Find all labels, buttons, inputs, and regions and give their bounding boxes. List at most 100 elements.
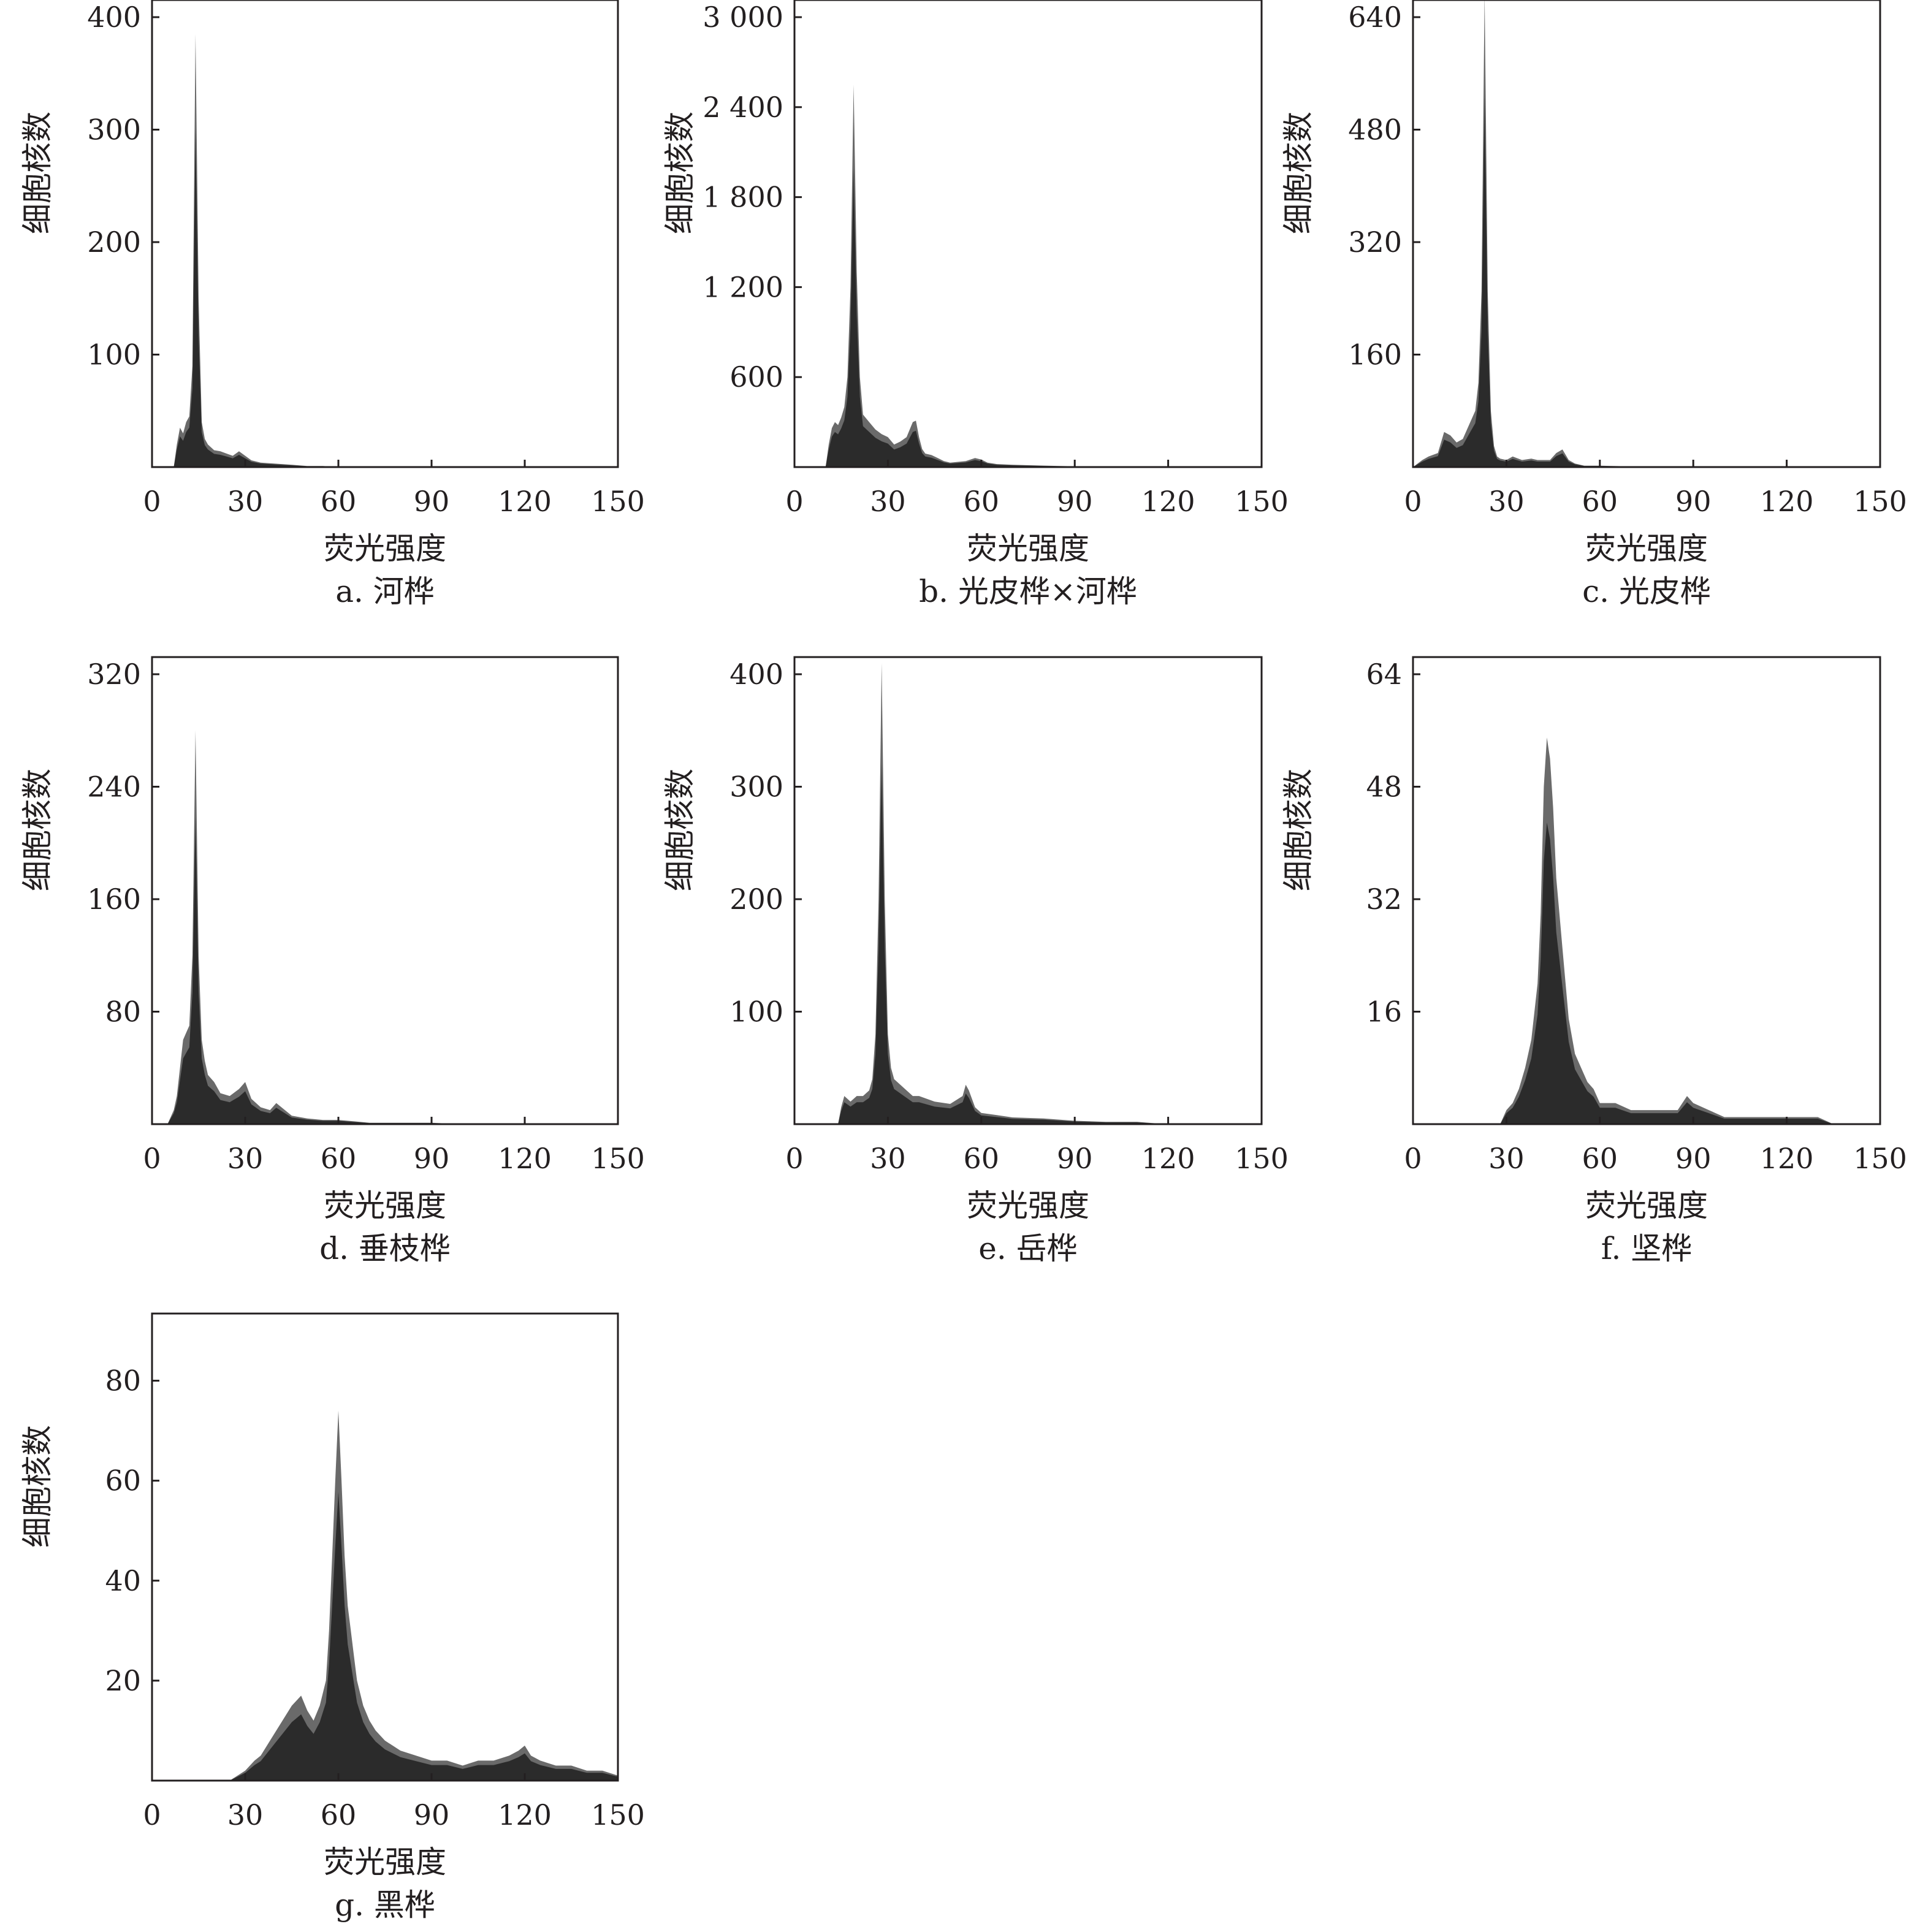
y-tick-label: 2 400	[703, 91, 783, 124]
histogram-area	[152, 1410, 618, 1781]
histogram-core	[152, 817, 463, 1124]
x-tick-label: 90	[414, 1142, 450, 1175]
x-tick-label: 30	[227, 1142, 264, 1175]
y-axis-label: 细胞核数	[20, 769, 55, 891]
x-tick-label: 90	[1675, 1142, 1712, 1175]
x-tick-label: 150	[591, 1142, 645, 1175]
y-tick-label: 200	[87, 226, 141, 259]
y-axis-label: 细胞核数	[20, 112, 55, 234]
x-tick-label: 30	[1488, 485, 1525, 518]
x-axis-label: 荧光强度	[967, 1188, 1089, 1223]
chart-panel-a: 0 30 60 90 120 150 100 200 300 400 荧光强度 细胞核数 a. 河桦	[20, 0, 645, 609]
x-tick-label: 60	[321, 1798, 357, 1831]
panel-caption: a. 河桦	[335, 574, 435, 609]
x-axis-label: 荧光强度	[1585, 531, 1708, 566]
x-axis-label: 荧光强度	[324, 1188, 446, 1223]
x-tick-label: 0	[143, 485, 161, 518]
x-axis-label: 荧光强度	[324, 531, 446, 566]
plot-frame	[793, 656, 1263, 1125]
y-tick-label: 48	[1366, 770, 1402, 804]
x-tick-label: 120	[1141, 1142, 1195, 1175]
x-tick-label: 30	[870, 485, 906, 518]
plot-frame	[1412, 0, 1881, 468]
x-tick-label: 30	[870, 1142, 906, 1175]
histogram-area	[1413, 0, 1647, 467]
histogram-core	[1413, 97, 1647, 467]
panel-caption: c. 光皮桦	[1582, 574, 1711, 609]
x-tick-label: 60	[321, 485, 357, 518]
histogram-area	[794, 663, 1168, 1124]
plot-frame	[793, 0, 1263, 468]
x-tick-label: 150	[591, 1798, 645, 1831]
x-tick-label: 150	[1853, 1142, 1907, 1175]
x-tick-label: 90	[414, 485, 450, 518]
histogram-core	[794, 169, 1091, 467]
x-tick-label: 30	[1488, 1142, 1525, 1175]
x-tick-label: 0	[1404, 1142, 1422, 1175]
x-tick-label: 90	[1675, 485, 1712, 518]
y-tick-label: 80	[105, 995, 141, 1029]
chart-panel-e: 0 30 60 90 120 150 100 200 300 400 荧光强度 细胞核数 e. 岳桦	[662, 656, 1289, 1266]
y-axis-label: 细胞核数	[1281, 112, 1316, 234]
x-tick-label: 60	[964, 1142, 1000, 1175]
x-tick-label: 120	[1141, 485, 1195, 518]
x-tick-label: 150	[1235, 485, 1289, 518]
panel-caption: b. 光皮桦×河桦	[919, 574, 1137, 609]
y-tick-label: 20	[105, 1664, 141, 1697]
x-tick-label: 150	[1853, 485, 1907, 518]
x-tick-label: 60	[1582, 1142, 1618, 1175]
x-tick-label: 90	[1057, 1142, 1093, 1175]
panel-caption: d. 垂枝桦	[319, 1231, 451, 1266]
x-tick-label: 120	[1760, 1142, 1814, 1175]
chart-panel-b: 0 30 60 90 120 150 600 1 200 1 800 2 400 3 000 荧光强度…	[662, 0, 1289, 609]
y-tick-label: 60	[105, 1464, 141, 1497]
x-tick-label: 0	[785, 485, 803, 518]
y-axis-label: 细胞核数	[20, 1425, 55, 1548]
histogram-core	[152, 1492, 618, 1781]
histogram-area	[794, 85, 1091, 468]
chart-panel-f: 0 30 60 90 120 150 16 32 48 64 荧光强度 细胞核数 f. 坚桦	[1281, 656, 1907, 1266]
y-tick-label: 160	[1348, 338, 1402, 371]
x-tick-label: 0	[1404, 485, 1422, 518]
y-tick-label: 320	[87, 658, 141, 691]
y-tick-label: 400	[729, 658, 783, 691]
chart-panel-c: 0 30 60 90 120 150 160 320 480 640 荧光强度 细胞核数 c. 光皮桦	[1281, 0, 1907, 609]
y-axis-label: 细胞核数	[662, 769, 698, 891]
plot-frame	[1412, 656, 1881, 1125]
y-tick-label: 300	[729, 770, 783, 804]
y-tick-label: 600	[729, 360, 783, 394]
x-tick-label: 30	[227, 1798, 264, 1831]
y-tick-label: 100	[87, 338, 141, 371]
x-tick-label: 120	[498, 485, 552, 518]
x-tick-label: 0	[143, 1798, 161, 1831]
x-tick-label: 150	[1235, 1142, 1289, 1175]
x-axis-label: 荧光强度	[967, 531, 1089, 566]
x-tick-label: 120	[498, 1142, 552, 1175]
y-tick-label: 480	[1348, 113, 1402, 146]
y-tick-label: 1 800	[703, 181, 783, 214]
histogram-core	[794, 764, 1168, 1124]
y-axis-label: 细胞核数	[662, 112, 698, 234]
chart-panel-g: 0 30 60 90 120 150 20 40 60 80 荧光强度 细胞核数 g. 黑桦	[20, 1312, 645, 1923]
y-tick-label: 300	[87, 113, 141, 146]
x-axis-label: 荧光强度	[324, 1844, 446, 1880]
y-tick-label: 32	[1366, 883, 1402, 916]
panel-caption: g. 黑桦	[335, 1887, 435, 1923]
x-tick-label: 120	[498, 1798, 552, 1831]
plot-frame	[151, 0, 619, 468]
y-tick-label: 400	[87, 1, 141, 34]
panel-caption: e. 岳桦	[978, 1231, 1077, 1266]
y-tick-label: 80	[105, 1364, 141, 1398]
histogram-area	[152, 34, 338, 467]
y-tick-label: 3 000	[703, 1, 783, 34]
x-tick-label: 30	[227, 485, 264, 518]
y-tick-label: 1 200	[703, 270, 783, 303]
y-tick-label: 40	[105, 1564, 141, 1597]
y-tick-label: 240	[87, 770, 141, 804]
x-tick-label: 60	[964, 485, 1000, 518]
y-tick-label: 200	[729, 883, 783, 916]
x-tick-label: 120	[1760, 485, 1814, 518]
y-tick-label: 160	[87, 883, 141, 916]
histogram-core	[152, 129, 338, 467]
